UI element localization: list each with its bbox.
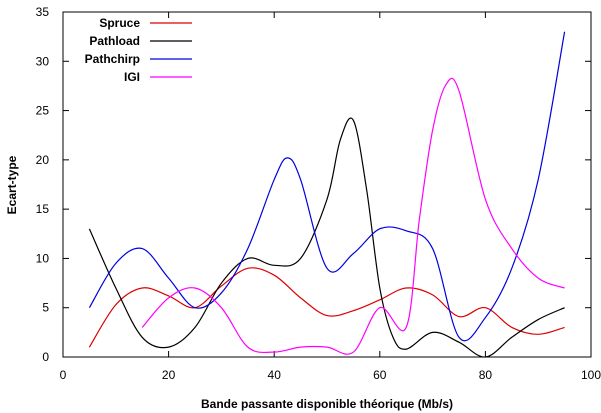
series-group: [88, 31, 566, 358]
y-tick-label: 5: [42, 301, 49, 315]
legend-label-igi: IGI: [124, 70, 140, 84]
series-line-spruce: [88, 267, 565, 348]
x-tick-label: 80: [479, 368, 493, 382]
y-tick-label: 0: [42, 350, 49, 364]
legend-label-pathchirp: Pathchirp: [85, 52, 140, 66]
x-tick-label: 100: [581, 368, 601, 382]
legend: Spruce Pathload Pathchirp IGI: [85, 16, 192, 84]
x-tick-label: 20: [162, 368, 176, 382]
y-tick-label: 25: [36, 104, 50, 118]
axis-ticks: 0 20 40 60 80 100 0 5 10 15 20 25 30 35: [36, 5, 601, 382]
y-tick-label: 10: [36, 251, 50, 265]
x-tick-label: 0: [60, 368, 67, 382]
y-tick-label: 20: [36, 153, 50, 167]
y-tick-label: 15: [36, 202, 50, 216]
y-axis-label: Ecart-type: [5, 155, 19, 214]
series-line-igi: [141, 77, 565, 355]
legend-label-spruce: Spruce: [99, 16, 140, 30]
series-line-pathchirp: [88, 31, 566, 342]
x-axis-label: Bande passante disponible théorique (Mb/…: [201, 397, 453, 411]
y-tick-label: 35: [36, 5, 50, 19]
y-tick-label: 30: [36, 54, 50, 68]
x-tick-label: 60: [373, 368, 387, 382]
legend-label-pathload: Pathload: [89, 34, 140, 48]
series-line-pathload: [88, 117, 565, 358]
x-tick-label: 40: [268, 368, 282, 382]
plot-frame: [62, 11, 592, 358]
